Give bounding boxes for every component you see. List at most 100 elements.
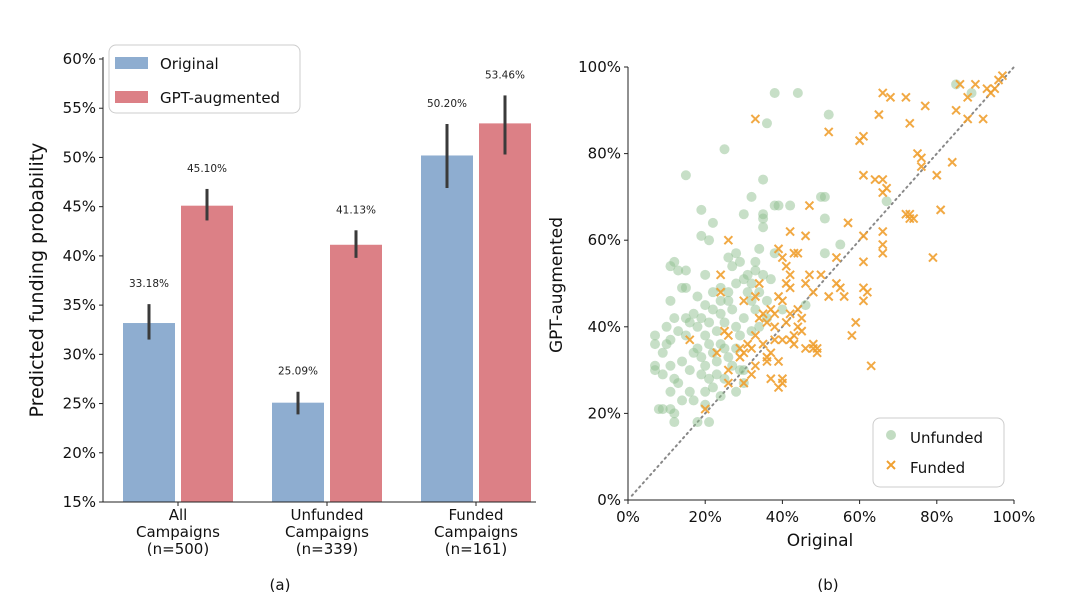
point-unfunded: [777, 304, 788, 315]
point-unfunded: [711, 369, 722, 380]
y-tick-label: 20%: [63, 444, 96, 462]
point-funded: [723, 365, 734, 375]
point-funded: [769, 322, 780, 332]
point-unfunded: [700, 300, 711, 311]
point-funded: [847, 330, 857, 341]
x-tick-label: 0%: [616, 508, 640, 526]
point-unfunded: [696, 230, 707, 241]
point-funded: [920, 101, 930, 111]
point-unfunded: [704, 235, 715, 246]
y-tick-label: 15%: [63, 493, 96, 511]
point-funded: [735, 343, 745, 354]
point-funded: [712, 348, 722, 358]
point-unfunded: [665, 295, 676, 306]
point-funded: [766, 348, 776, 358]
point-funded: [866, 361, 876, 371]
point-unfunded: [773, 200, 784, 211]
point-unfunded: [819, 213, 830, 224]
point-funded: [970, 79, 981, 90]
point-unfunded: [688, 347, 699, 358]
x-tick-label: Campaigns: [285, 523, 369, 541]
point-funded: [754, 278, 764, 289]
x-tick-label: (n=500): [147, 540, 209, 558]
legend-marker-funded: [886, 460, 896, 470]
bar-gpt-augmented: [330, 244, 382, 503]
point-funded: [978, 114, 988, 124]
point-funded: [723, 330, 734, 341]
point-funded: [758, 339, 768, 349]
point-unfunded: [734, 330, 745, 341]
point-funded: [746, 369, 757, 380]
point-unfunded: [700, 360, 711, 371]
point-funded: [796, 313, 807, 323]
point-unfunded: [657, 369, 668, 380]
point-funded: [777, 378, 788, 388]
x-tick-label: 80%: [920, 508, 953, 526]
point-funded: [793, 248, 803, 258]
point-funded: [785, 270, 795, 280]
point-unfunded: [758, 222, 769, 233]
point-unfunded: [692, 417, 703, 428]
point-unfunded: [723, 295, 734, 306]
point-funded: [804, 270, 815, 280]
point-unfunded: [738, 313, 749, 324]
y-tick-label: 0%: [597, 491, 621, 509]
y-tick-label: 40%: [63, 247, 96, 265]
y-axis-label: Predicted funding probability: [26, 143, 48, 418]
point-unfunded: [700, 269, 711, 280]
x-tick-label: (n=161): [445, 540, 507, 558]
y-tick-label: 45%: [63, 198, 96, 216]
point-unfunded: [680, 265, 691, 276]
point-unfunded: [680, 313, 691, 324]
point-funded: [804, 200, 815, 211]
point-unfunded: [719, 343, 730, 354]
data-label: 53.46%: [485, 69, 525, 81]
caption-b: (b): [817, 576, 838, 594]
bar-original: [123, 323, 175, 502]
point-funded: [835, 283, 846, 293]
point-unfunded: [684, 386, 695, 397]
y-axis-label: GPT-augmented: [547, 217, 567, 353]
y-tick-label: 80%: [588, 145, 621, 163]
point-funded: [800, 231, 811, 241]
point-funded: [793, 304, 803, 315]
legend-label: Funded: [910, 459, 965, 477]
point-unfunded: [734, 365, 745, 376]
point-unfunded: [769, 87, 780, 98]
point-unfunded: [707, 287, 718, 298]
point-unfunded: [734, 256, 745, 267]
point-unfunded: [715, 295, 726, 306]
point-funded: [750, 330, 761, 341]
point-funded: [916, 161, 927, 172]
point-unfunded: [669, 256, 680, 267]
point-unfunded: [800, 300, 811, 311]
point-unfunded: [727, 261, 738, 272]
y-tick-label: 60%: [588, 231, 621, 249]
x-tick-label: All: [169, 506, 188, 524]
point-funded: [870, 174, 880, 185]
y-tick-label: 100%: [578, 58, 621, 76]
caption-a: (a): [270, 576, 291, 594]
point-unfunded: [680, 282, 691, 293]
point-unfunded: [823, 109, 834, 120]
point-unfunded: [661, 321, 672, 332]
point-funded: [785, 309, 795, 319]
data-label: 25.09%: [278, 366, 318, 378]
point-unfunded: [746, 191, 757, 202]
x-tick-label: 100%: [993, 508, 1036, 526]
x-axis-label: Original: [787, 531, 854, 551]
legend: Original GPT-augmented: [108, 44, 301, 114]
bar-original: [421, 155, 473, 502]
point-funded: [800, 343, 811, 354]
point-unfunded: [754, 243, 765, 254]
point-funded: [831, 252, 842, 263]
point-unfunded: [669, 313, 680, 324]
point-funded: [777, 252, 788, 263]
point-unfunded: [684, 365, 695, 376]
point-unfunded: [723, 352, 734, 363]
point-unfunded: [715, 308, 726, 319]
point-funded: [928, 252, 938, 263]
point-funded: [769, 309, 780, 319]
point-unfunded: [677, 395, 688, 406]
